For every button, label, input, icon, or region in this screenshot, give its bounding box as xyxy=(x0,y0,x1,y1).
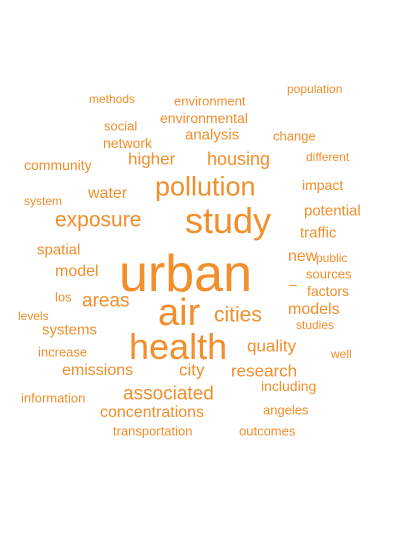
word: study xyxy=(185,200,272,241)
word: concentrations xyxy=(100,404,205,421)
word: impact xyxy=(302,177,344,193)
word: air xyxy=(158,292,201,334)
word: new xyxy=(288,248,318,265)
word: systems xyxy=(42,321,98,339)
word: network xyxy=(103,135,153,151)
word: pollution xyxy=(155,171,256,202)
word: environment xyxy=(174,93,246,109)
word: los xyxy=(55,289,72,305)
word: environmental xyxy=(160,110,248,126)
word: system xyxy=(24,194,63,208)
word: different xyxy=(306,150,350,164)
word: studies xyxy=(296,318,335,332)
word: city xyxy=(179,360,205,380)
word: exposure xyxy=(55,208,142,232)
word: model xyxy=(55,263,99,280)
word: population xyxy=(287,82,343,96)
word: areas xyxy=(82,290,130,312)
word: public xyxy=(316,251,348,265)
word: sources xyxy=(306,266,352,282)
word: emissions xyxy=(62,362,134,379)
word: – xyxy=(289,276,297,292)
word: change xyxy=(273,128,316,144)
word: spatial xyxy=(37,241,81,259)
word: levels xyxy=(18,309,49,323)
word: models xyxy=(288,301,340,318)
word: housing xyxy=(207,149,271,169)
word: health xyxy=(129,326,228,367)
word: community xyxy=(24,157,92,173)
word: urban xyxy=(119,245,252,303)
word: methods xyxy=(89,92,136,106)
word: angeles xyxy=(263,402,309,418)
word: including xyxy=(261,378,317,394)
word: higher xyxy=(128,149,176,169)
word: well xyxy=(331,347,352,361)
word: analysis xyxy=(185,126,240,144)
word: associated xyxy=(123,383,214,405)
word: outcomes xyxy=(239,423,296,439)
word: increase xyxy=(38,344,88,360)
word: cities xyxy=(214,303,262,327)
word: water xyxy=(88,185,128,202)
word: transportation xyxy=(113,423,193,439)
word: factors xyxy=(307,283,350,299)
word: quality xyxy=(247,336,297,356)
word: information xyxy=(21,390,86,406)
word: research xyxy=(231,361,298,381)
word: social xyxy=(104,118,138,134)
word: potential xyxy=(304,202,361,220)
word: traffic xyxy=(300,224,337,242)
